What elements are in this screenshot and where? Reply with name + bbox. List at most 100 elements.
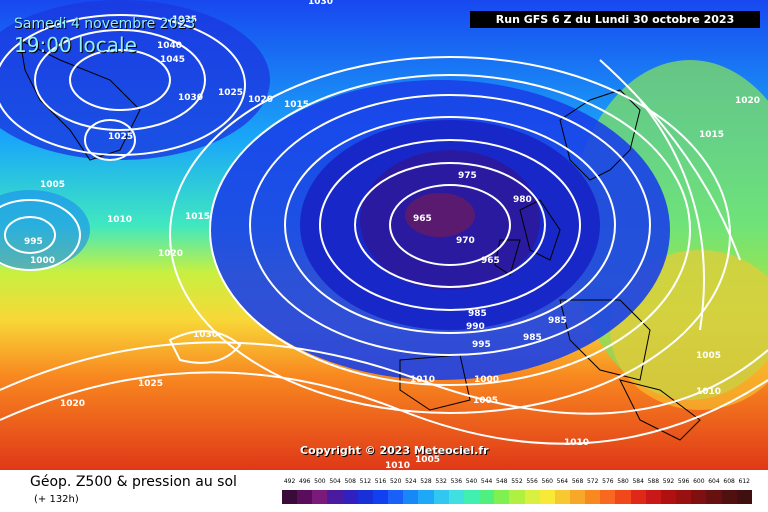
legend-value: 584 xyxy=(632,478,644,485)
legend-value: 512 xyxy=(359,478,372,485)
legend-value: 600 xyxy=(693,478,705,485)
pressure-label: 995 xyxy=(472,340,491,350)
legend-swatch xyxy=(463,490,480,504)
legend-swatch xyxy=(372,490,389,504)
legend-value: 572 xyxy=(586,478,599,485)
weather-map: 1030 1040 1045 1035 1030 1025 1020 1015 … xyxy=(0,0,768,470)
pressure-label: 1030 xyxy=(308,0,333,7)
pressure-label: 1030 xyxy=(178,93,203,103)
legend-value: 592 xyxy=(662,478,675,485)
pressure-label: 1000 xyxy=(474,375,499,385)
legend-value: 516 xyxy=(374,478,387,485)
legend-value: 540 xyxy=(465,478,478,485)
map-svg: 1030 1040 1045 1035 1030 1025 1020 1015 … xyxy=(0,0,768,470)
pressure-label: 1045 xyxy=(160,55,185,65)
pressure-label: 1020 xyxy=(248,95,273,105)
forecast-time: 19:00 locale xyxy=(14,33,137,57)
legend-value: 568 xyxy=(571,478,584,485)
pressure-label: 985 xyxy=(523,333,542,343)
legend-swatch xyxy=(676,490,692,504)
run-info: Run GFS 6 Z du Lundi 30 octobre 2023 xyxy=(470,11,760,28)
legend-value: 536 xyxy=(450,478,463,485)
legend-value: 508 xyxy=(344,478,356,485)
legend-value: 576 xyxy=(602,478,614,485)
pressure-label: 1005 xyxy=(696,351,721,361)
legend-value: 548 xyxy=(496,478,508,485)
pressure-label: 1035 xyxy=(172,15,197,25)
pressure-label: 980 xyxy=(513,195,532,205)
legend-swatch xyxy=(615,490,631,504)
legend-swatch xyxy=(645,490,661,504)
pressure-label: 975 xyxy=(458,171,477,181)
pressure-label: 965 xyxy=(413,214,432,224)
pressure-label: 1005 xyxy=(40,180,65,190)
legend-swatch xyxy=(569,490,586,504)
legend-swatch xyxy=(706,490,722,504)
legend-value: 500 xyxy=(314,478,326,485)
legend-value: 596 xyxy=(677,478,690,485)
legend-swatch xyxy=(312,490,328,504)
legend-value: 544 xyxy=(480,478,493,485)
legend-value: 564 xyxy=(556,478,569,485)
pressure-label: 1030 xyxy=(193,330,218,340)
legend-swatch xyxy=(357,490,373,504)
legend-swatch xyxy=(660,490,677,504)
legend-value: 560 xyxy=(541,478,553,485)
pressure-label: 1000 xyxy=(30,256,55,266)
legend-swatch xyxy=(282,490,298,504)
pressure-label: 1010 xyxy=(410,375,435,385)
pressure-label: 995 xyxy=(24,237,43,247)
pressure-label: 1010 xyxy=(385,461,410,470)
legend-swatch xyxy=(554,490,570,504)
legend-swatch xyxy=(479,490,495,504)
pressure-label: 1015 xyxy=(185,212,210,222)
pressure-label: 1020 xyxy=(60,399,85,409)
legend-swatch xyxy=(509,490,525,504)
legend-swatch xyxy=(630,490,646,504)
product-title: Géop. Z500 & pression au sol xyxy=(30,474,237,490)
pressure-label: 1005 xyxy=(473,396,498,406)
legend-swatch xyxy=(403,490,419,504)
pressure-label: 1015 xyxy=(699,130,724,140)
pressure-label: 1010 xyxy=(564,438,589,448)
pressure-label: 985 xyxy=(548,316,567,326)
trough-core xyxy=(405,193,475,237)
legend-swatch xyxy=(388,490,404,504)
legend-value: 528 xyxy=(420,478,432,485)
pressure-label: 965 xyxy=(481,256,500,266)
isobars xyxy=(0,14,768,445)
copyright: Copyright © 2023 Meteociel.fr xyxy=(300,444,489,457)
pressure-label: 1020 xyxy=(158,249,183,259)
pressure-label: 1010 xyxy=(696,387,721,397)
legend-value: 580 xyxy=(617,478,629,485)
west-low xyxy=(0,190,90,270)
legend-swatch xyxy=(539,490,555,504)
legend-value: 524 xyxy=(405,478,417,485)
legend-value: 532 xyxy=(435,478,447,485)
legend-swatch xyxy=(448,490,464,504)
legend-swatch xyxy=(736,490,752,504)
pressure-label: 1025 xyxy=(218,88,243,98)
pressure-label: 970 xyxy=(456,236,475,246)
legend-swatch xyxy=(327,490,343,504)
legend-swatch xyxy=(297,490,313,504)
legend-value: 612 xyxy=(738,478,750,485)
legend-swatch xyxy=(600,490,616,504)
pressure-label: 1015 xyxy=(284,100,309,110)
lead-time: (+ 132h) xyxy=(34,494,79,505)
legend-value: 552 xyxy=(511,478,523,485)
legend-value: 608 xyxy=(723,478,735,485)
legend-swatch xyxy=(418,490,434,504)
legend-swatch xyxy=(691,490,707,504)
legend-value: 520 xyxy=(389,478,402,485)
legend-swatch xyxy=(494,490,510,504)
pressure-label: 1010 xyxy=(107,215,132,225)
legend-swatch xyxy=(524,490,540,504)
legend-labels: 492 496 500 504 508 512 516 520 524 528 532 536 540 5… xyxy=(282,478,752,488)
legend-value: 588 xyxy=(647,478,660,485)
legend-swatch xyxy=(721,490,737,504)
pressure-label: 1025 xyxy=(138,379,163,389)
legend-swatch xyxy=(342,490,358,504)
pressure-label: 1040 xyxy=(157,41,182,51)
legend-value: 496 xyxy=(299,478,311,485)
